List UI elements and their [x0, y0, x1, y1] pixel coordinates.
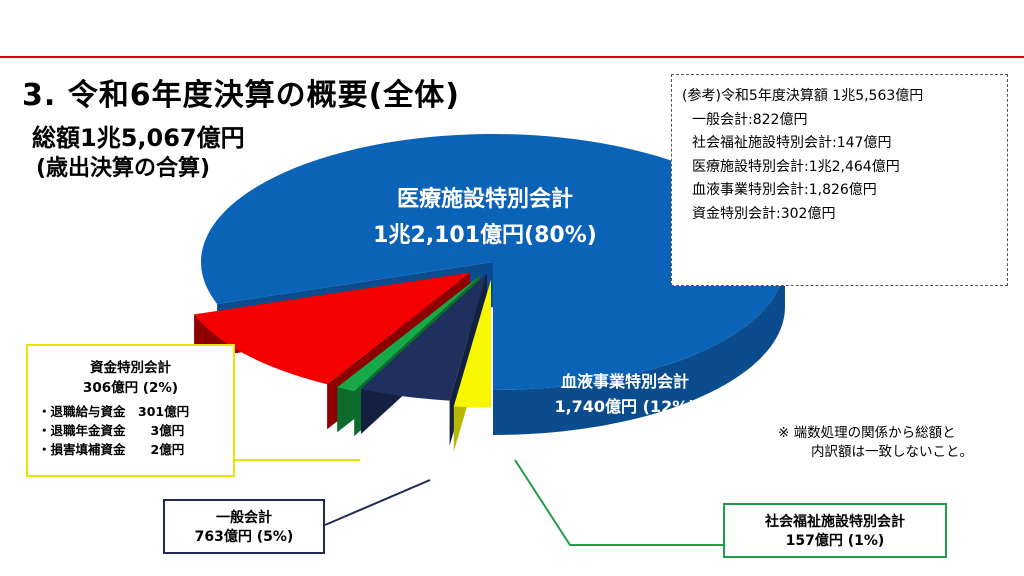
pie-slice-top: [201, 134, 785, 390]
reference-item: 医療施設特別会計:1兆2,464億円: [692, 158, 900, 175]
reference-item: 社会福祉施設特別会計:147億円: [692, 135, 892, 151]
pie-slices: [194, 134, 785, 452]
callout-shikin: 資金特別会計 306億円 (2%) ・退職給与資金 301億円 ・退職年金資金 …: [26, 344, 235, 477]
leader-lines: [235, 459, 723, 546]
pie-slice-shikin: [453, 279, 491, 452]
label-iryo: 医療施設特別会計 1兆2,101億円(80%): [360, 182, 610, 254]
callout-shikin-value: 306億円 (2%): [82, 380, 179, 396]
reference-box: (参考)令和5年度決算額 1兆5,563億円 一般会計:822億円 社会福祉施設…: [671, 74, 1008, 286]
callout-ippan-name: 一般会計: [216, 510, 272, 526]
reference-item: 資金特別会計:302億円: [692, 205, 836, 222]
callout-shikin-item: ・退職年金資金 3億円: [38, 423, 185, 438]
total-subtitle: (歳出決算の合算): [36, 156, 211, 181]
label-iryo-value: 1兆2,101億円(80%): [373, 223, 597, 248]
page-title: 3. 令和6年度決算の概要(全体): [22, 78, 461, 113]
pie-slice-top: [194, 272, 470, 385]
pie-slice-top: [360, 273, 487, 401]
pie-slice-top: [337, 275, 481, 392]
callout-shakai: 社会福祉施設特別会計 157億円 (1%): [723, 503, 947, 558]
callout-shikin-item: ・退職給与資金 301億円: [38, 404, 190, 419]
reference-item: 一般会計:822億円: [692, 111, 808, 128]
label-ketsueki-value: 1,740億円 (12%): [554, 397, 696, 416]
rounding-note-line: ※ 端数処理の関係から総額と: [778, 425, 956, 441]
label-ketsueki: 血液事業特別会計 1,740億円 (12%): [530, 369, 720, 419]
leader-line-shakai: [514, 459, 723, 546]
header-divider: [0, 56, 1024, 58]
callout-shikin-name: 資金特別会計: [90, 360, 171, 376]
callout-shikin-item: ・損害填補資金 2億円: [38, 442, 185, 457]
label-iryo-name: 医療施設特別会計: [396, 187, 573, 212]
rounding-note-line: 内訳額は一致しないこと。: [811, 444, 973, 460]
rounding-note: ※ 端数処理の関係から総額と 内訳額は一致しないこと。: [778, 424, 973, 462]
callout-shakai-value: 157億円 (1%): [785, 533, 885, 549]
label-ketsueki-name: 血液事業特別会計: [560, 372, 689, 391]
reference-header: (参考)令和5年度決算額 1兆5,563億円: [682, 88, 924, 104]
reference-item: 血液事業特別会計:1,826億円: [692, 182, 877, 198]
callout-shakai-name: 社会福祉施設特別会計: [765, 514, 905, 530]
callout-ippan-value: 763億円 (5%): [194, 529, 294, 545]
pie-slice-side: [493, 262, 785, 435]
leader-line-ippan: [324, 479, 431, 526]
pie-slice-top: [453, 279, 491, 408]
total-amount: 総額1兆5,067億円: [32, 124, 245, 152]
callout-ippan: 一般会計 763億円 (5%): [163, 499, 325, 554]
